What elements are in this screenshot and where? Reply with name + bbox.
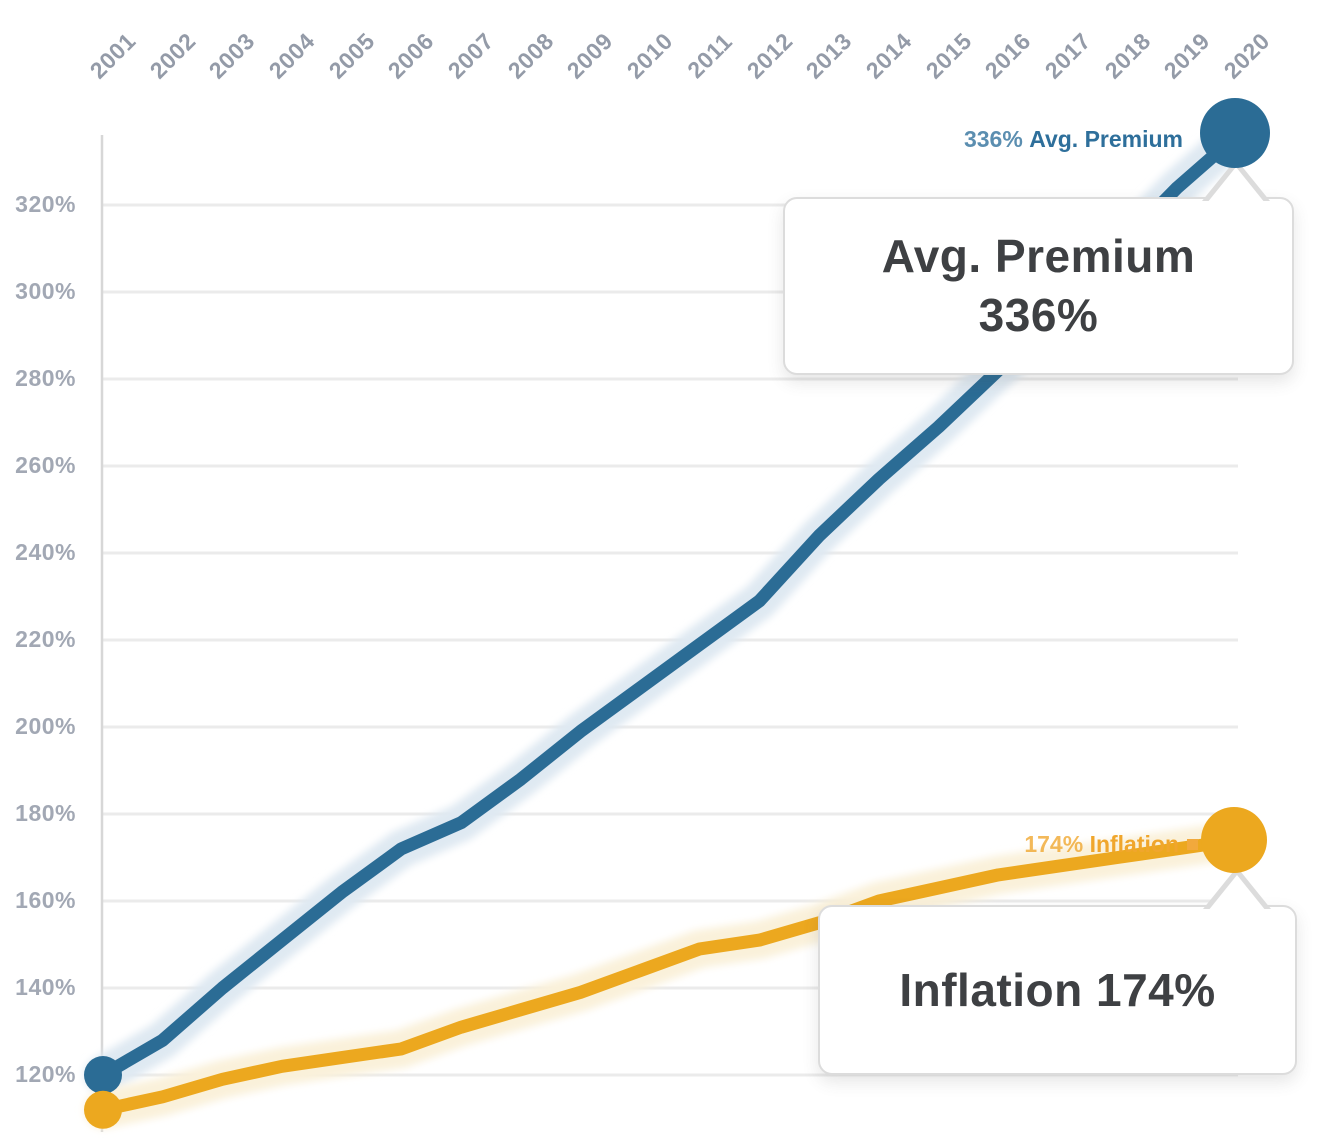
inflation-value-label: 174% [1024,831,1084,857]
tooltip-avg-premium: Avg. Premium 336% [783,159,1294,375]
tooltip-inflation: Inflation 174% [818,867,1297,1075]
avg-premium-end-dot[interactable] [1200,98,1270,168]
series-label-avg-premium: 336% Avg. Premium [964,126,1183,153]
tooltip-avg-premium-value: 336% [978,288,1099,341]
inflation-name-label: Inflation [1089,831,1179,857]
tooltip-avg-premium-title: Avg. Premium [881,230,1196,282]
series-label-inflation: 174% Inflation [1024,831,1198,858]
inflation-legend-dash-icon [1187,839,1198,850]
tooltip-inflation-text: Inflation 174% [899,964,1216,1016]
avg-premium-name-label: Avg. Premium [1029,126,1183,152]
inflation-end-dot[interactable] [1201,807,1267,873]
avg-premium-value-label: 336% [963,126,1023,152]
